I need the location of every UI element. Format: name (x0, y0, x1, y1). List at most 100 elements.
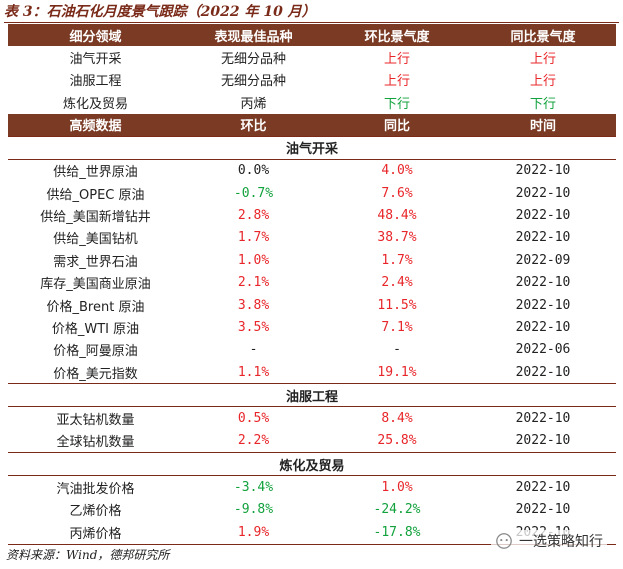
mom-value: 3.5% (237, 319, 270, 335)
indicator-name: 价格_WTI 原油 (51, 321, 140, 337)
header-best: 表现最佳品种 (183, 24, 324, 46)
time-value: 2022-10 (515, 433, 571, 449)
indicator-name: 价格_Brent 原油 (46, 299, 145, 315)
time-value: 2022-10 (515, 207, 571, 223)
yoy-value: 8.4% (381, 411, 413, 427)
indicator-name: 供给_美国钻机 (53, 232, 138, 248)
yoy-value: - (393, 342, 401, 358)
data-row: 需求_世界石油 1.0% 1.7% 2022-09 (8, 249, 616, 271)
sector-cell: 炼化及贸易 (62, 96, 128, 112)
yoy-value: 1.7% (381, 252, 413, 268)
indicator-name: 价格_阿曼原油 (53, 344, 138, 360)
table-title: 表 3：石油石化月度景气跟踪（2022 年 10 月） (4, 4, 316, 20)
yoy-trend-cell: 上行 (529, 74, 556, 90)
yoy-value: -17.8% (373, 524, 421, 540)
yoy-value: 4.0% (381, 163, 413, 179)
indicator-name: 全球钻机数量 (56, 435, 135, 451)
yoy-value: 7.6% (381, 185, 413, 201)
mom-value: 0.5% (237, 411, 270, 427)
time-value: 2022-10 (515, 319, 571, 335)
yoy-value: 11.5% (377, 297, 417, 313)
mom-value: 1.0% (237, 252, 270, 268)
section-title: 油气开采 (8, 135, 616, 160)
time-value: 2022-06 (515, 342, 571, 358)
data-row: 价格_Brent 原油 3.8% 11.5% 2022-10 (8, 294, 616, 316)
indicator-name: 需求_世界石油 (53, 254, 138, 270)
data-row: 供给_OPEC 原油 -0.7% 7.6% 2022-10 (8, 182, 616, 204)
table1-header-row: 细分领域 表现最佳品种 环比景气度 同比景气度 (8, 24, 616, 46)
table2-body: 油气开采供给_世界原油 0.0% 4.0% 2022-10 供给_OPEC 原油 -0.7… (8, 135, 616, 543)
mom-value: - (249, 342, 258, 358)
data-row: 价格_美元指数 1.1% 19.1% 2022-10 (8, 361, 616, 384)
data-row: 供给_美国钻机 1.7% 38.7% 2022-10 (8, 227, 616, 249)
best-variety-cell: 无细分品种 (220, 51, 286, 67)
mom-trend-cell: 上行 (383, 74, 410, 90)
indicator-name: 乙烯价格 (69, 504, 122, 520)
yoy-value: 7.1% (381, 319, 413, 335)
data-row: 全球钻机数量 2.2% 25.8% 2022-10 (8, 430, 616, 453)
data-row: 乙烯价格 -9.8% -24.2% 2022-10 (8, 499, 616, 521)
table1-row: 油气开采 无细分品种 上行 上行 (8, 46, 616, 69)
indicator-name: 丙烯价格 (69, 526, 122, 542)
time-value: 2022-10 (515, 297, 571, 313)
yoy-value: 38.7% (377, 230, 417, 246)
time-value: 2022-10 (515, 185, 571, 201)
indicator-name: 亚太钻机数量 (56, 413, 135, 429)
time-value: 2022-10 (515, 411, 571, 427)
data-row: 汽油批发价格 -3.4% 1.0% 2022-10 (8, 476, 616, 499)
data-row: 库存_美国商业原油 2.1% 2.4% 2022-10 (8, 271, 616, 293)
title-rule (4, 22, 619, 23)
mom-value: -3.4% (233, 479, 274, 495)
yoy-trend-cell: 上行 (529, 51, 556, 67)
mom-value: 2.8% (237, 207, 270, 223)
table2-header-row: 高频数据 环比 同比 时间 (8, 113, 616, 136)
header-sector: 细分领域 (8, 24, 183, 46)
data-row: 亚太钻机数量 0.5% 8.4% 2022-10 (8, 407, 616, 430)
yoy-value: 48.4% (377, 207, 417, 223)
mom-value: -0.7% (233, 185, 274, 201)
mom-trend-cell: 上行 (383, 51, 410, 67)
data-row: 价格_WTI 原油 3.5% 7.1% 2022-10 (8, 316, 616, 338)
section-title: 油服工程 (8, 383, 616, 408)
table1-row: 油服工程 无细分品种 上行 上行 (8, 69, 616, 92)
section-row: 油气开采 (8, 135, 616, 160)
yoy-value: 1.0% (381, 479, 413, 495)
yoy-value: -24.2% (373, 502, 421, 518)
yoy-value: 25.8% (377, 433, 417, 449)
table1-row: 炼化及贸易 丙烯 下行 下行 (8, 91, 616, 114)
section-row: 炼化及贸易 (8, 452, 616, 477)
data-row: 供给_美国新增钻井 2.8% 48.4% 2022-10 (8, 204, 616, 226)
header-mom-prosperity: 环比景气度 (324, 24, 470, 46)
sector-prosperity-table: 细分领域 表现最佳品种 环比景气度 同比景气度 油气开采 无细分品种 上行 上行 油服工… (8, 24, 616, 543)
mom-value: 2.1% (237, 275, 270, 291)
header-indicator: 高频数据 (8, 113, 183, 136)
mom-value: 0.0% (237, 163, 270, 179)
mom-value: 2.2% (237, 433, 270, 449)
table1-body: 油气开采 无细分品种 上行 上行 油服工程 无细分品种 上行 上行 炼化及贸易 丙烯 下行 下行 (8, 46, 616, 114)
indicator-name: 供给_美国新增钻井 (40, 209, 151, 225)
mom-value: -9.8% (233, 502, 274, 518)
indicator-name: 汽油批发价格 (56, 481, 135, 497)
data-row: 价格_阿曼原油 - - 2022-06 (8, 339, 616, 361)
mom-value: 3.8% (237, 297, 270, 313)
source-note: 资料来源：Wind，德邦研究所 (6, 548, 170, 562)
data-row: 供给_世界原油 0.0% 4.0% 2022-10 (8, 159, 616, 182)
time-value: 2022-10 (515, 502, 571, 518)
watermark-text: 一选策略知行 (519, 534, 603, 550)
mom-value: 1.9% (237, 524, 270, 540)
footer-rule (8, 544, 616, 545)
time-value: 2022-10 (515, 479, 571, 495)
section-title: 炼化及贸易 (8, 452, 616, 477)
wechat-icon (496, 533, 512, 549)
time-value: 2022-10 (515, 275, 571, 291)
yoy-trend-cell: 下行 (529, 96, 556, 112)
sector-cell: 油服工程 (69, 74, 122, 90)
header-yoy-prosperity: 同比景气度 (470, 24, 616, 46)
best-variety-cell: 丙烯 (240, 96, 267, 112)
yoy-value: 2.4% (381, 275, 413, 291)
header-time: 时间 (470, 113, 616, 136)
time-value: 2022-10 (515, 230, 571, 246)
section-row: 油服工程 (8, 383, 616, 408)
indicator-name: 供给_世界原油 (53, 165, 138, 181)
indicator-name: 供给_OPEC 原油 (46, 187, 145, 203)
